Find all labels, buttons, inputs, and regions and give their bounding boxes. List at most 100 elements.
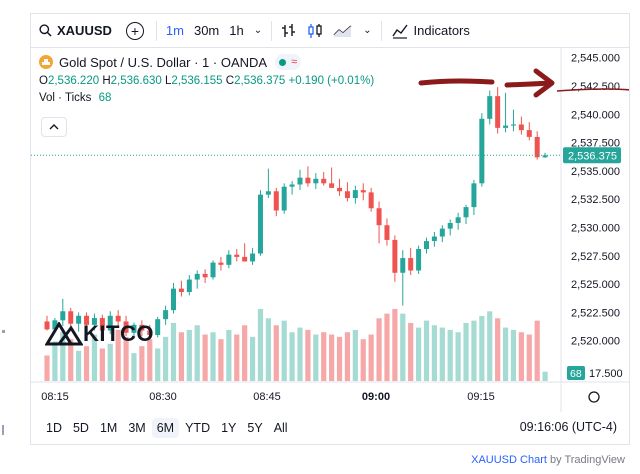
candle-body[interactable] bbox=[463, 207, 469, 218]
candle-body[interactable] bbox=[510, 124, 516, 126]
chart-canvas[interactable]: 2,545.0002,542.5002,540.0002,537.5002,53… bbox=[31, 14, 629, 412]
market-status-pill[interactable]: ≈ bbox=[275, 54, 302, 70]
candle-body[interactable] bbox=[479, 118, 485, 184]
price-tick-label: 2,520.000 bbox=[571, 336, 620, 348]
candle-body[interactable] bbox=[305, 177, 311, 184]
candle-body[interactable] bbox=[60, 311, 66, 321]
candle-body[interactable] bbox=[329, 183, 335, 188]
candle-body[interactable] bbox=[297, 177, 303, 185]
candle-body[interactable] bbox=[352, 190, 358, 199]
volume-bar bbox=[289, 332, 295, 381]
candle-body[interactable] bbox=[360, 190, 366, 193]
candle-body[interactable] bbox=[526, 130, 532, 137]
candle-body[interactable] bbox=[344, 191, 350, 199]
bars-style-icon[interactable] bbox=[276, 14, 302, 47]
candle-body[interactable] bbox=[84, 315, 90, 325]
candle-body[interactable] bbox=[392, 239, 398, 273]
candle-body[interactable] bbox=[163, 310, 169, 320]
indicators-button[interactable]: Indicators bbox=[391, 14, 470, 47]
candle-body[interactable] bbox=[155, 319, 161, 336]
candle-body[interactable] bbox=[68, 311, 74, 324]
timeframe-dropdown-icon[interactable]: ⌄ bbox=[253, 25, 263, 36]
candle-body[interactable] bbox=[202, 273, 208, 278]
period-ytd[interactable]: YTD bbox=[185, 421, 211, 435]
candle-body[interactable] bbox=[416, 248, 422, 271]
period-5y[interactable]: 5Y bbox=[247, 421, 263, 435]
candle-body[interactable] bbox=[368, 192, 374, 209]
period-1m[interactable]: 1M bbox=[99, 421, 118, 435]
candle-body[interactable] bbox=[44, 321, 50, 330]
timeframe-1h[interactable]: 1h bbox=[229, 23, 244, 38]
settings-gear-icon[interactable] bbox=[588, 391, 600, 403]
symbol-search[interactable]: XAUUSD bbox=[31, 14, 118, 47]
compare-symbol-icon[interactable]: + bbox=[125, 21, 144, 40]
period-3m[interactable]: 3M bbox=[128, 421, 146, 435]
candle-body[interactable] bbox=[400, 258, 406, 273]
candle-body[interactable] bbox=[107, 315, 113, 331]
volume-bar bbox=[257, 309, 264, 381]
candle-body[interactable] bbox=[186, 279, 192, 293]
period-5d[interactable]: 5D bbox=[72, 421, 89, 435]
candle-body[interactable] bbox=[265, 191, 271, 195]
ohlc-values: O2,536.220 H2,536.630 L2,536.155 C2,536.… bbox=[39, 75, 374, 87]
volume-bar bbox=[329, 334, 335, 381]
volume-bar bbox=[502, 327, 509, 381]
candle-body[interactable] bbox=[210, 262, 216, 278]
candle-body[interactable] bbox=[534, 136, 540, 158]
candle-body[interactable] bbox=[431, 236, 437, 242]
candle-body[interactable] bbox=[503, 125, 509, 128]
timeframe-30m[interactable]: 30m bbox=[193, 23, 220, 38]
period-1d[interactable]: 1D bbox=[46, 421, 62, 435]
candle-body[interactable] bbox=[171, 288, 176, 311]
candle-body[interactable] bbox=[242, 256, 248, 262]
candle-body[interactable] bbox=[115, 315, 121, 322]
candle-body[interactable] bbox=[424, 241, 429, 249]
volume-bar bbox=[408, 322, 414, 381]
volume-bar bbox=[242, 325, 248, 381]
candle-body[interactable] bbox=[226, 254, 232, 265]
period-1y[interactable]: 1Y bbox=[221, 421, 237, 435]
collapse-legend-button[interactable] bbox=[41, 117, 67, 137]
candle-body[interactable] bbox=[99, 318, 105, 331]
area-style-icon[interactable] bbox=[328, 14, 358, 47]
candle-body[interactable] bbox=[313, 178, 319, 184]
candle-body[interactable] bbox=[447, 222, 453, 229]
candle-body[interactable] bbox=[376, 208, 382, 226]
candle-body[interactable] bbox=[234, 254, 240, 257]
candle-body[interactable] bbox=[384, 225, 390, 240]
timeframe-1m[interactable]: 1m bbox=[165, 23, 184, 38]
candle-body[interactable] bbox=[455, 217, 461, 223]
period-all[interactable]: All bbox=[273, 421, 288, 435]
candle-body[interactable] bbox=[281, 186, 287, 211]
candle-body[interactable] bbox=[439, 228, 445, 237]
tradingview-credit[interactable]: XAUUSD Chart by TradingView bbox=[471, 454, 625, 466]
candle-body[interactable] bbox=[257, 194, 263, 254]
candle-body[interactable] bbox=[76, 315, 82, 324]
candle-body[interactable] bbox=[194, 273, 200, 280]
candles-style-icon[interactable] bbox=[302, 14, 328, 47]
period-6m[interactable]: 6M bbox=[151, 418, 180, 438]
candle-body[interactable] bbox=[91, 318, 97, 325]
candle-body[interactable] bbox=[542, 155, 548, 158]
candle-body[interactable] bbox=[321, 178, 327, 184]
candle-body[interactable] bbox=[123, 321, 129, 333]
candle-body[interactable] bbox=[250, 253, 256, 262]
candle-body[interactable] bbox=[471, 183, 477, 208]
candle-body[interactable] bbox=[52, 320, 58, 330]
exchange-clock[interactable]: 09:16:06 (UTC-4) bbox=[519, 420, 617, 434]
chart-style-dropdown-icon[interactable]: ⌄ bbox=[363, 25, 372, 36]
candle-body[interactable] bbox=[273, 191, 279, 211]
candle-body[interactable] bbox=[289, 184, 295, 187]
candle-body[interactable] bbox=[487, 96, 493, 119]
credit-symbol-link[interactable]: XAUUSD Chart bbox=[471, 454, 547, 466]
candle-body[interactable] bbox=[408, 258, 414, 271]
candle-body[interactable] bbox=[139, 324, 145, 331]
candle-body[interactable] bbox=[147, 330, 153, 336]
volume-bar bbox=[170, 322, 177, 381]
candle-body[interactable] bbox=[178, 288, 184, 293]
candle-body[interactable] bbox=[218, 262, 224, 265]
candle-body[interactable] bbox=[131, 324, 137, 333]
candle-body[interactable] bbox=[518, 124, 524, 131]
candle-body[interactable] bbox=[337, 187, 343, 192]
candle-body[interactable] bbox=[495, 96, 501, 128]
